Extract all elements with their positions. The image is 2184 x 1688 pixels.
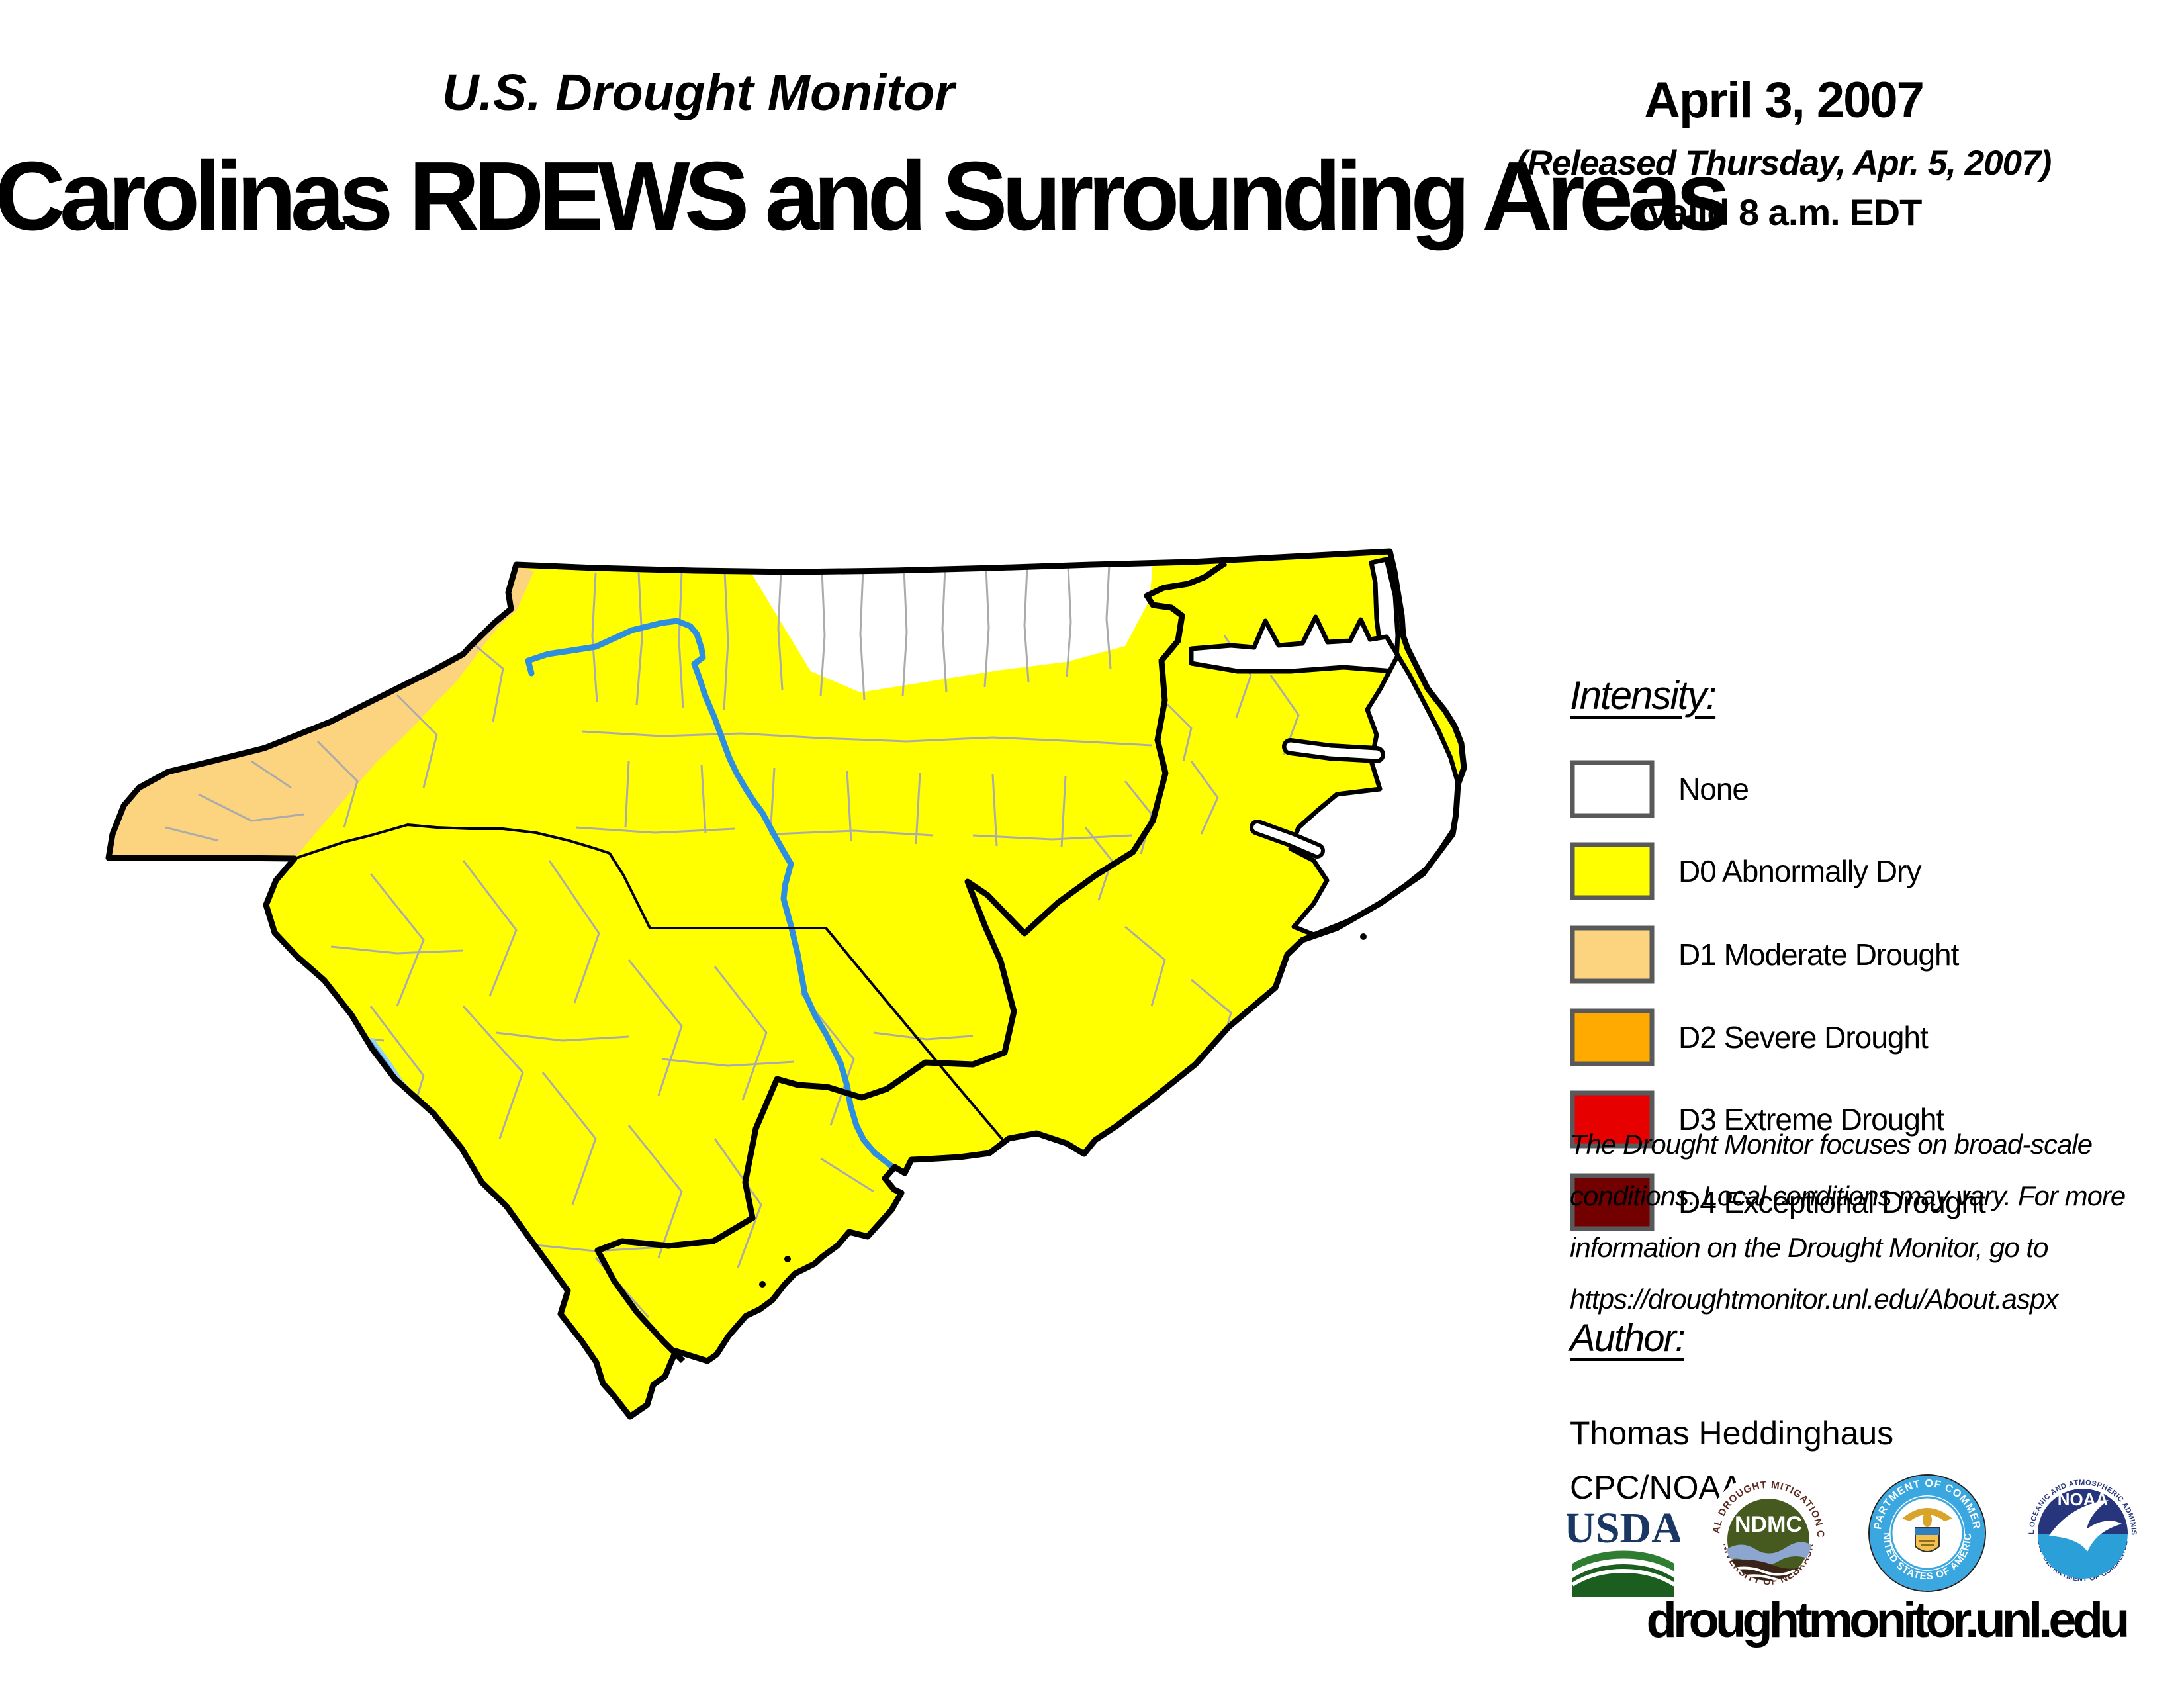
legend-row-d0: D0 Abnormally Dry bbox=[1570, 842, 1921, 900]
region-outline bbox=[105, 548, 1467, 1420]
doc-eagle-body bbox=[1923, 1513, 1932, 1527]
ndmc-logo: NATIONAL DROUGHT MITIGATION CENTER UNIVE… bbox=[1702, 1471, 1832, 1601]
doc-shield-chief bbox=[1915, 1528, 1939, 1535]
legend-label: D4 Exceptional Drought bbox=[1678, 1185, 1986, 1219]
none-region-fill bbox=[750, 563, 1153, 692]
legend-swatch-d3 bbox=[1570, 1090, 1655, 1149]
basin-boundary-line bbox=[594, 560, 1228, 1364]
ndmc-center-text: NDMC bbox=[1735, 1512, 1802, 1537]
usda-logo-text: USDA bbox=[1567, 1504, 1680, 1552]
legend-swatch-d1 bbox=[1570, 925, 1655, 984]
legend-label: None bbox=[1678, 772, 1749, 806]
legend-row-d2: D2 Severe Drought bbox=[1570, 1008, 1929, 1066]
disclaimer-text: The Drought Monitor focuses on broad-sca… bbox=[1570, 1119, 2184, 1325]
disclaimer-line: The Drought Monitor focuses on broad-sca… bbox=[1570, 1129, 2093, 1160]
program-title: U.S. Drought Monitor bbox=[441, 64, 955, 121]
author-name: Thomas Heddinghaus bbox=[1570, 1415, 1894, 1452]
author-organization: CPC/NOAA bbox=[1570, 1469, 1743, 1506]
legend-row-d1: D1 Moderate Drought bbox=[1570, 925, 1959, 984]
coastal-rivers bbox=[1250, 738, 1385, 859]
legend-label: D0 Abnormally Dry bbox=[1678, 854, 1921, 888]
usda-swoosh-top bbox=[1572, 1550, 1674, 1571]
legend-swatch-d2 bbox=[1570, 1008, 1655, 1066]
offshore-islands bbox=[759, 933, 1367, 1288]
department-of-commerce-seal: DEPARTMENT OF COMMERCE UNITED STATES OF … bbox=[1868, 1472, 1986, 1592]
legend-label: D3 Extreme Drought bbox=[1678, 1102, 1944, 1137]
legend-title: Intensity: bbox=[1570, 673, 1717, 718]
author-heading: Author: bbox=[1570, 1317, 1686, 1360]
doc-shield-lines bbox=[1919, 1540, 1935, 1546]
yadkin-peedee-river bbox=[525, 618, 900, 1174]
valid-time: Valid 8 a.m. EDT bbox=[1645, 191, 1923, 233]
d1-region-fill bbox=[109, 565, 534, 859]
legend-label: D1 Moderate Drought bbox=[1678, 937, 1959, 972]
legend-row-d4: D4 Exceptional Drought bbox=[1570, 1173, 1986, 1231]
noaa-seagull bbox=[2049, 1500, 2122, 1552]
nc-sc-border bbox=[294, 823, 1005, 1143]
usda-swoosh-stripe bbox=[1571, 1569, 1676, 1587]
site-url: droughtmonitor.unl.edu bbox=[1646, 1592, 2130, 1648]
legend-swatch-none bbox=[1570, 760, 1655, 818]
doc-blue-band bbox=[1870, 1476, 1985, 1591]
ndmc-soil-crack bbox=[1728, 1566, 1796, 1576]
map-title: Carolinas RDEWS and Surrounding Areas bbox=[0, 142, 1731, 251]
usda-logo: USDA bbox=[1567, 1504, 1680, 1597]
d0-region-fill bbox=[109, 551, 1464, 1417]
noaa-logo: NATIONAL OCEANIC AND ATMOSPHERIC ADMINIS… bbox=[2020, 1471, 2144, 1595]
coastal-sounds bbox=[1189, 557, 1462, 937]
albemarle-sound bbox=[1189, 614, 1400, 674]
map-date: April 3, 2007 bbox=[1644, 72, 1925, 128]
disclaimer-line: conditions. Local conditions may vary. F… bbox=[1570, 1180, 2126, 1211]
legend-row-d3: D3 Extreme Drought bbox=[1570, 1090, 1944, 1149]
noaa-center-text: NOAA bbox=[2058, 1489, 2109, 1509]
disclaimer-line: information on the Drought Monitor, go t… bbox=[1570, 1232, 2048, 1263]
disclaimer-line: https://droughtmonitor.unl.edu/About.asp… bbox=[1570, 1284, 2058, 1315]
legend-row-none: None bbox=[1570, 760, 1749, 818]
legend-swatch-d0 bbox=[1570, 842, 1655, 900]
legend-swatch-d4 bbox=[1570, 1173, 1655, 1231]
legend-label: D2 Severe Drought bbox=[1678, 1020, 1929, 1055]
release-date: (Released Thursday, Apr. 5, 2007) bbox=[1516, 144, 2052, 183]
